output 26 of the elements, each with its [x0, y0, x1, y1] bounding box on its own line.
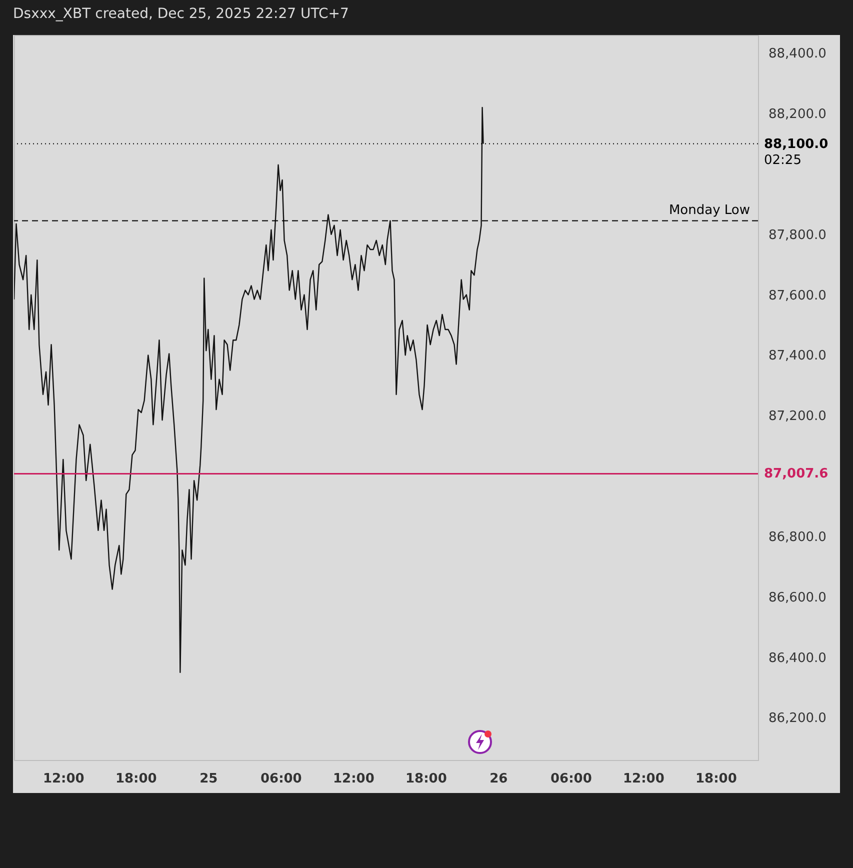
- x-tick-label: 18:00: [115, 772, 157, 786]
- y-tick-label: 86,200.0: [768, 711, 826, 726]
- y-tick-label: 88,200.0: [768, 107, 826, 122]
- y-tick-label: 86,400.0: [768, 650, 826, 666]
- y-tick-label: 87,200.0: [768, 409, 826, 424]
- chart-title: Dsxxx_XBT created, Dec 25, 2025 22:27 UTC+7: [13, 6, 349, 22]
- x-tick-label: 06:00: [550, 772, 592, 786]
- ref-line-label: 88,100.0: [764, 136, 828, 152]
- y-tick-label: 88,400.0: [768, 46, 826, 62]
- text: 02:25: [764, 152, 802, 168]
- x-tick-label: 12:00: [332, 772, 374, 786]
- y-tick-label: 87,600.0: [768, 288, 826, 304]
- x-tick-label: 06:00: [260, 772, 302, 786]
- ref-line-label: 87,007.6: [764, 466, 828, 482]
- y-tick-label: 87,400.0: [768, 348, 826, 364]
- y-tick-label: 86,800.0: [768, 530, 826, 545]
- x-tick-label: 12:00: [42, 772, 84, 786]
- line-series: [14, 106, 484, 673]
- y-tick-label: 87,800.0: [768, 228, 826, 243]
- ref-line-label: Monday Low: [668, 202, 750, 218]
- x-tick-label: 26: [490, 772, 508, 786]
- x-tick-label: 12:00: [623, 772, 664, 786]
- x-tick-label: 18:00: [405, 772, 447, 786]
- x-tick-label: 18:00: [696, 772, 737, 786]
- x-tick-label: 25: [200, 772, 218, 786]
- y-tick-label: 86,600.0: [768, 590, 826, 606]
